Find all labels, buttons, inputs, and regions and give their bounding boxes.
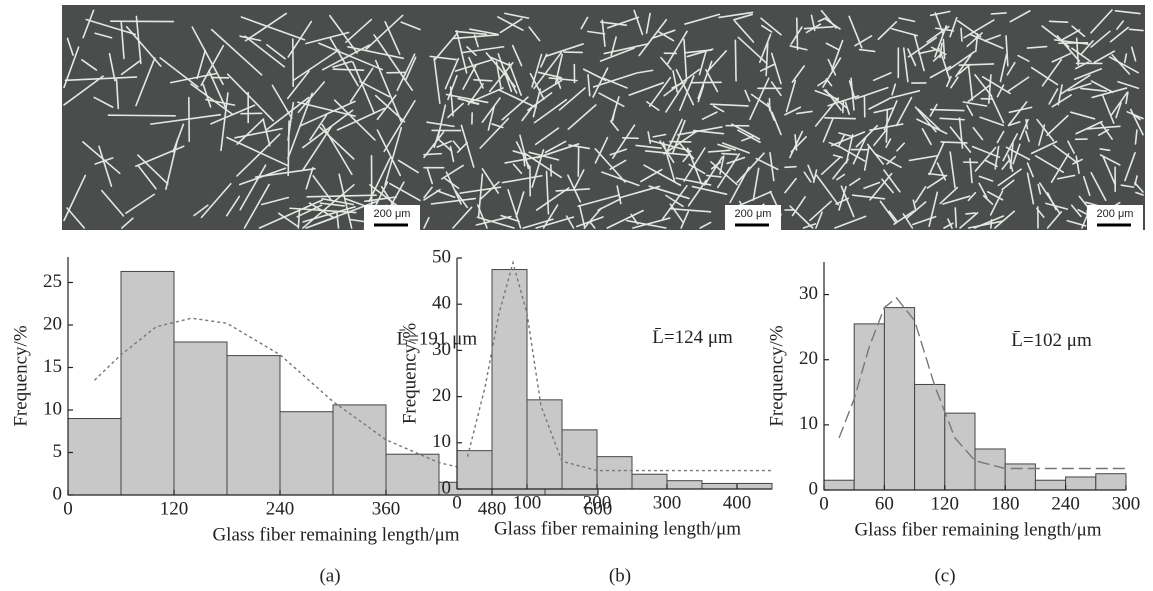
- bar: [386, 454, 439, 495]
- fiber: [966, 213, 975, 214]
- fiber: [955, 208, 956, 227]
- x-tick-label: 120: [160, 498, 189, 519]
- figure: 200 μm 200 μm 200 μm 0 5 10 15 20 25 0 120 240 360 48…: [0, 0, 1153, 591]
- panel-label: (c): [934, 565, 955, 586]
- bar: [702, 483, 737, 489]
- y-tick-label: 30: [432, 339, 451, 360]
- x-tick-label: 300: [1112, 493, 1141, 514]
- bar: [824, 480, 854, 490]
- y-tick-label: 0: [442, 477, 452, 498]
- x-tick-label: 240: [266, 498, 295, 519]
- fiber: [735, 40, 736, 81]
- x-tick-label: 100: [513, 492, 542, 513]
- micrograph: [62, 5, 422, 230]
- bar: [492, 270, 527, 489]
- y-tick-label: 50: [432, 246, 451, 267]
- y-tick-label: 0: [53, 483, 63, 504]
- panel-label: (b): [609, 565, 631, 586]
- x-axis-label: Glass fiber remaining length/μm: [494, 518, 741, 539]
- fiber: [825, 118, 855, 119]
- scale-label: 200 μm: [735, 208, 772, 220]
- y-tick-label: 0: [809, 478, 819, 499]
- fiber: [931, 110, 964, 111]
- bar: [597, 457, 632, 489]
- panel-label: (a): [319, 565, 340, 586]
- scale-label: 200 μm: [1097, 208, 1134, 220]
- x-tick-label: 0: [452, 492, 462, 513]
- y-tick-label: 25: [43, 271, 62, 292]
- y-tick-label: 5: [53, 441, 63, 462]
- x-tick-label: 240: [1051, 493, 1080, 514]
- y-tick-label: 10: [799, 413, 818, 434]
- bar: [280, 412, 333, 495]
- fiber: [1050, 21, 1068, 22]
- fiber: [108, 115, 175, 116]
- y-tick-label: 40: [432, 293, 451, 314]
- y-tick-label: 10: [432, 431, 451, 452]
- x-tick-label: 200: [583, 492, 612, 513]
- annotation: L̄=102 μm: [1011, 330, 1092, 351]
- fiber: [424, 154, 441, 155]
- fiber: [941, 142, 967, 143]
- fiber: [991, 13, 1006, 14]
- bar: [227, 356, 280, 495]
- bar: [1035, 480, 1065, 490]
- y-tick-label: 20: [799, 348, 818, 369]
- fiber: [961, 28, 962, 41]
- scale-label: 200 μm: [374, 208, 411, 220]
- page: 200 μm 200 μm 200 μm 0 5 10 15 20 25 0 120 240 360 48…: [0, 0, 1153, 591]
- fiber: [623, 138, 638, 139]
- y-axis-label: Frequency/%: [766, 325, 787, 426]
- x-tick-label: 60: [875, 493, 894, 514]
- x-tick-label: 120: [931, 493, 960, 514]
- bar: [121, 271, 174, 495]
- bar: [1096, 474, 1126, 490]
- x-axis-label: Glass fiber remaining length/μm: [212, 524, 459, 545]
- bar: [667, 481, 702, 489]
- x-tick-label: 0: [63, 498, 73, 519]
- bar: [333, 405, 386, 495]
- fiber: [474, 80, 492, 81]
- y-tick-label: 10: [43, 398, 62, 419]
- bar: [174, 342, 227, 495]
- x-axis-label: Glass fiber remaining length/μm: [854, 519, 1101, 540]
- annotation: L̄=124 μm: [652, 327, 733, 348]
- fiber: [797, 18, 798, 49]
- bar: [975, 449, 1005, 490]
- y-tick-label: 15: [43, 356, 62, 377]
- bar: [562, 430, 597, 489]
- x-tick-label: 0: [819, 493, 829, 514]
- bar: [68, 419, 121, 496]
- y-axis-label: Frequency/%: [10, 325, 31, 426]
- bar: [884, 308, 914, 490]
- x-tick-label: 180: [991, 493, 1020, 514]
- x-tick-label: 360: [372, 498, 401, 519]
- x-tick-label: 400: [723, 492, 752, 513]
- bar: [457, 451, 492, 489]
- bar: [632, 474, 667, 489]
- fiber: [785, 167, 796, 168]
- bar: [737, 483, 772, 489]
- x-tick-label: 300: [653, 492, 682, 513]
- fiber: [843, 100, 844, 112]
- y-tick-label: 20: [43, 313, 62, 334]
- fiber: [886, 109, 887, 142]
- bar: [1066, 477, 1096, 490]
- fiber: [722, 154, 737, 155]
- bar: [527, 400, 562, 489]
- x-tick-label: 480: [478, 498, 507, 519]
- y-tick-label: 30: [799, 283, 818, 304]
- y-tick-label: 20: [432, 385, 451, 406]
- y-axis-label: Frequency/%: [399, 323, 420, 424]
